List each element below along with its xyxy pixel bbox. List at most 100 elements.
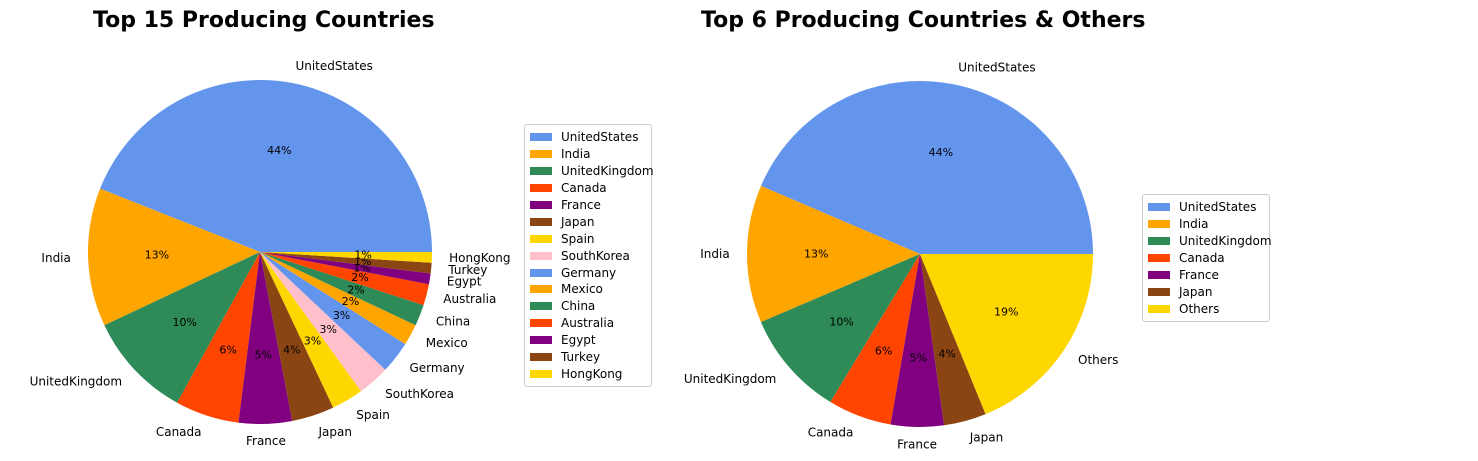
pie-slice-egypt — [260, 252, 431, 285]
slice-category-label: India — [41, 251, 70, 265]
slice-percent-label: 10% — [173, 316, 197, 329]
slice-percent-label: 5% — [255, 349, 272, 362]
slice-category-label: Mexico — [426, 336, 468, 350]
legend-label: France — [561, 198, 601, 212]
slice-category-label: France — [897, 437, 937, 451]
legend-label: UnitedStates — [561, 130, 639, 145]
legend-item-france: France — [1148, 267, 1263, 284]
pie-chart-top15: 44% UnitedStates 13% India 10% UnitedKingdom 6… — [30, 59, 511, 448]
slice-percent-label: 3% — [320, 323, 337, 336]
slice-percent-label: 2% — [347, 283, 364, 296]
legend-label: Others — [1179, 301, 1220, 316]
legend-swatch — [530, 336, 552, 345]
slice-percent-label: 5% — [910, 351, 927, 364]
slice-category-label: Germany — [410, 361, 465, 375]
legend-swatch — [530, 150, 552, 159]
pie-slice-unitedstates — [760, 80, 1093, 254]
chart-legend: UnitedStates India UnitedKingdom Canada Fran… — [1142, 194, 1272, 323]
pie-slice-unitedstates — [100, 80, 432, 252]
legend-item-france: France — [530, 197, 645, 214]
slice-category-label: SouthKorea — [385, 387, 454, 401]
pie-slice-india — [88, 188, 260, 326]
legend-label: Japan — [561, 214, 595, 229]
chart-panel-top15: Top 15 Producing Countries 44% UnitedStat… — [0, 0, 700, 461]
slice-percent-label: 6% — [219, 344, 236, 357]
legend-item-india: India — [1148, 216, 1263, 233]
slice-percent-label: 4% — [938, 348, 955, 361]
slice-category-label: Canada — [808, 425, 854, 439]
legend-item-others: Others — [1148, 300, 1263, 317]
legend-swatch — [530, 369, 552, 378]
pie-slice-canada — [177, 252, 260, 423]
legend-item-japan: Japan — [530, 213, 645, 230]
legend-item-hongkong: HongKong — [530, 365, 645, 382]
pie-slice-india — [746, 185, 920, 323]
legend-swatch — [530, 184, 552, 193]
legend-item-unitedkingdom: UnitedKingdom — [530, 163, 654, 180]
slice-category-label: UnitedKingdom — [30, 375, 123, 389]
slice-percent-label: 4% — [283, 344, 300, 357]
legend-swatch — [1148, 254, 1170, 263]
legend-label: India — [1179, 217, 1209, 232]
legend-item-germany: Germany — [530, 264, 645, 281]
pie-slice-china — [260, 252, 424, 326]
legend-label: Canada — [561, 181, 607, 196]
legend-label: Spain — [561, 231, 595, 246]
slice-category-label: Canada — [156, 425, 202, 439]
slice-category-label: France — [246, 434, 286, 448]
legend-swatch — [530, 217, 552, 226]
legend-swatch — [530, 353, 552, 362]
legend-swatch — [530, 302, 552, 311]
pie-slice-canada — [830, 254, 920, 425]
legend-swatch — [530, 319, 552, 328]
pie-slice-spain — [260, 252, 362, 408]
legend-item-australia: Australia — [530, 315, 645, 332]
chart-legend: UnitedStates India UnitedKingdom Canada Fran… — [524, 124, 654, 388]
legend-item-egypt: Egypt — [530, 332, 645, 349]
legend-label: Egypt — [561, 333, 596, 348]
legend-item-india: India — [530, 146, 645, 163]
slice-category-label: Egypt — [447, 275, 482, 289]
pie-slice-australia — [260, 252, 429, 306]
legend-swatch — [1148, 203, 1170, 212]
legend-label: France — [1179, 268, 1219, 282]
legend-label: Germany — [561, 265, 617, 280]
legend-label: UnitedKingdom — [1179, 234, 1272, 249]
pie-slice-hongkong — [260, 252, 432, 263]
slice-percent-label: 3% — [304, 334, 321, 347]
legend-item-china: China — [530, 298, 645, 315]
slice-percent-label: 2% — [342, 295, 359, 308]
legend-item-southkorea: SouthKorea — [530, 247, 645, 264]
slice-percent-label: 10% — [829, 316, 853, 329]
pie-slice-france — [890, 254, 945, 427]
slice-category-label: UnitedKingdom — [684, 372, 777, 386]
legend-item-unitedkingdom: UnitedKingdom — [1148, 233, 1272, 250]
legend-label: China — [561, 299, 596, 314]
legend-swatch — [530, 201, 552, 209]
legend-label: UnitedStates — [1179, 200, 1257, 215]
legend-item-japan: Japan — [1148, 283, 1263, 300]
slice-percent-label: 44% — [929, 146, 953, 159]
slice-category-label: Others — [1078, 353, 1118, 367]
legend-item-canada: Canada — [530, 180, 645, 197]
slice-category-label: Turkey — [447, 263, 487, 277]
legend-swatch — [530, 285, 552, 294]
pie-slice-unitedkingdom — [104, 252, 261, 403]
pie-slice-southkorea — [260, 252, 386, 392]
legend-label: Turkey — [561, 350, 601, 365]
legend-swatch — [530, 133, 552, 142]
pie-chart-top6-others: 44% UnitedStates 13% India 10% UnitedKingdom 6… — [684, 61, 1119, 452]
slice-percent-label: 44% — [267, 144, 291, 157]
legend-swatch — [530, 268, 552, 277]
pie-slice-japan — [260, 252, 334, 421]
slice-percent-label: 13% — [804, 248, 828, 261]
legend-swatch — [530, 234, 552, 243]
legend-label: India — [561, 147, 591, 162]
legend-item-mexico: Mexico — [530, 281, 645, 298]
pie-slice-unitedkingdom — [760, 254, 920, 402]
legend-swatch — [530, 251, 552, 260]
legend-item-turkey: Turkey — [530, 349, 645, 366]
slice-percent-label: 13% — [145, 249, 169, 262]
legend-swatch — [1148, 287, 1170, 296]
pie-slice-japan — [920, 254, 986, 426]
